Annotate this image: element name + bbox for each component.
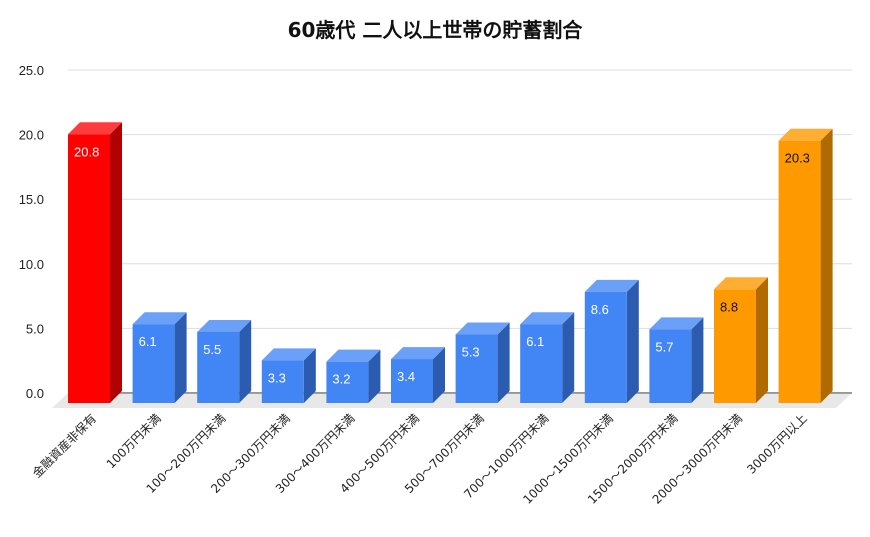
bar-top <box>132 312 187 325</box>
bar-front <box>132 324 175 403</box>
x-category-label: 3000万円以上 <box>744 411 809 476</box>
bar[interactable]: 6.1 <box>520 312 575 403</box>
bar-front <box>778 140 821 403</box>
bar-top <box>520 312 575 325</box>
bar-top <box>197 319 252 332</box>
bar-front <box>391 359 433 403</box>
bar-value-label: 3.2 <box>332 372 350 387</box>
bar[interactable]: 3.2 <box>326 349 381 403</box>
bar-side <box>626 279 639 403</box>
y-tick-label: 20.0 <box>19 128 44 143</box>
bar-side <box>820 128 833 403</box>
bar-side <box>691 317 704 403</box>
bar-side <box>368 349 381 403</box>
bar-top <box>261 348 316 361</box>
bar-top <box>649 317 704 330</box>
bar-value-label: 8.6 <box>591 302 609 317</box>
bar-side <box>562 312 575 403</box>
bar-front <box>326 361 369 403</box>
bar-side <box>433 347 445 403</box>
y-tick-label: 10.0 <box>19 257 44 272</box>
bar-front <box>649 329 692 403</box>
bar[interactable]: 6.1 <box>132 312 187 403</box>
bar-top <box>714 277 768 290</box>
bar-value-label: 8.8 <box>720 299 738 314</box>
y-axis: 0.0 5.0 10.0 15.0 20.0 25.0 <box>19 63 44 401</box>
bar-value-label: 5.5 <box>203 342 221 357</box>
bar-top <box>68 122 122 135</box>
bar[interactable]: 3.3 <box>261 348 316 403</box>
bar[interactable]: 20.3 <box>778 128 833 403</box>
bar-top <box>326 349 381 362</box>
bar-value-label: 6.1 <box>526 334 544 349</box>
y-tick-label: 0.0 <box>26 386 44 401</box>
bar[interactable]: 3.4 <box>391 347 445 403</box>
bar-front <box>197 331 240 403</box>
bar-side <box>239 319 252 403</box>
bar-front <box>68 134 110 403</box>
y-tick-label: 25.0 <box>19 63 44 78</box>
bar[interactable]: 8.8 <box>714 277 768 403</box>
bar-value-label: 20.8 <box>74 144 99 159</box>
bar[interactable]: 5.3 <box>455 322 510 403</box>
y-tick-label: 15.0 <box>19 192 44 207</box>
bar-front <box>520 324 563 403</box>
bar-value-label: 20.3 <box>785 151 810 166</box>
bar-side <box>756 277 768 403</box>
bar-value-label: 3.3 <box>268 370 286 385</box>
bar-value-label: 5.7 <box>655 339 673 354</box>
bar-side <box>303 348 316 403</box>
bar-value-label: 5.3 <box>462 345 480 360</box>
bar-front <box>584 291 627 403</box>
x-category-label: 100万円未満 <box>104 411 164 471</box>
bar-top <box>455 322 510 335</box>
chart-title: 60歳代 二人以上世帯の貯蓄割合 <box>287 18 583 42</box>
bar-side <box>497 322 510 403</box>
bar[interactable]: 8.6 <box>584 279 639 403</box>
y-tick-label: 5.0 <box>26 321 44 336</box>
bar-top <box>584 279 639 292</box>
bar[interactable]: 5.5 <box>197 319 252 403</box>
x-axis: 金融資産非保有 100万円未満100〜200万円未満200〜300万円未満300〜… <box>29 411 810 507</box>
bar-side <box>174 312 187 403</box>
bar-value-label: 3.4 <box>397 369 415 384</box>
bars: 20.8 6.1 5.5 3.3 3.2 3.4 5.3 6.1 8.6 5.7 8.8 20.3 <box>68 122 833 403</box>
bar-side <box>110 122 122 403</box>
bar-value-label: 6.1 <box>139 334 157 349</box>
x-category-label: 金融資産非保有 <box>29 411 99 481</box>
bar[interactable]: 5.7 <box>649 317 704 403</box>
bar[interactable]: 20.8 <box>68 122 122 403</box>
bar-top <box>778 128 833 141</box>
bar-top <box>391 347 445 360</box>
bar-front <box>455 334 498 403</box>
bar-front <box>714 289 756 403</box>
bar-front <box>261 360 304 403</box>
